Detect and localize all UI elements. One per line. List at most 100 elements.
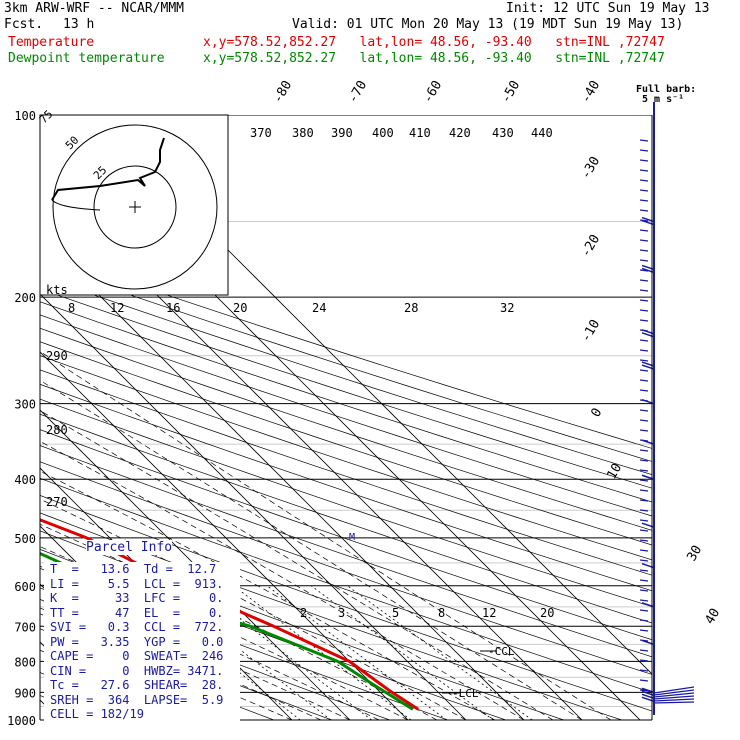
wind-barb-tick: [639, 359, 649, 362]
isotherm-label: -60: [420, 78, 445, 106]
legend-dewpoint: Dewpoint temperature: [8, 51, 165, 66]
isotherm-label: -20: [578, 232, 603, 260]
wind-barb-tick: [639, 219, 649, 222]
pressure-tick-label: 300: [14, 398, 36, 412]
wind-barb-tick: [639, 579, 649, 582]
hodograph-storm-motion: [51, 199, 101, 211]
dry-adiabat-line: [40, 327, 652, 531]
wind-barb-tick: [639, 189, 649, 192]
temperature-location: x,y=578.52,852.27 lat,lon= 48.56, -93.40…: [203, 35, 665, 50]
wind-barb-tick: [639, 339, 649, 342]
isotherm-line: [40, 409, 351, 720]
wind-barb-tick: [639, 459, 649, 462]
dry-adiabat-line: [40, 341, 652, 546]
legend-temperature: Temperature: [8, 35, 95, 50]
wind-barb-tick: [639, 379, 649, 382]
moist-adiabat-line: [40, 379, 583, 720]
parcel-info-line: PW = 3.35 YGP = 0.0: [50, 634, 224, 649]
isotherm-label: -50: [498, 78, 523, 106]
theta-e-label: 410: [409, 126, 431, 140]
theta-e-label: 430: [492, 126, 514, 140]
surface-wind-barb: [653, 698, 695, 702]
parcel-info-line: CIN = 0 HWBZ= 3471.: [50, 663, 224, 678]
dry-adiabat-line: [40, 477, 652, 693]
wind-barb-tick: [639, 269, 649, 272]
dry-adiabat-line: [40, 587, 390, 720]
pressure-tick-label: 600: [14, 580, 36, 594]
wind-barb-tick: [639, 149, 649, 152]
moist-adiabat-line: [40, 523, 438, 720]
forecast-label: Fcst.: [4, 17, 44, 32]
wind-barb-tick: [639, 329, 649, 332]
wind-barb-tick: [639, 229, 649, 232]
pressure-tick-label: 100: [14, 109, 36, 123]
dry-adiabat-label: 290: [46, 349, 68, 363]
parcel-info-line: CELL = 182/19: [50, 707, 144, 721]
wind-barb-tick: [639, 319, 649, 322]
isotherm-label: -70: [345, 78, 370, 106]
temperature-scale-label: 20: [233, 301, 247, 315]
wind-barb-tick: [639, 439, 649, 442]
temperature-scale-label: 28: [404, 301, 418, 315]
temperature-scale-label: 24: [312, 301, 326, 315]
wind-barb-tick: [639, 569, 649, 572]
wind-barb-tick: [639, 449, 649, 452]
moist-adiabat-line: [40, 350, 612, 720]
mixing-ratio-line: [266, 585, 447, 720]
isotherm-label: 10: [604, 461, 625, 482]
dry-adiabat-line: [40, 445, 652, 658]
wind-barb-tick: [639, 169, 649, 172]
wind-barb-tick: [639, 309, 649, 312]
dry-adiabat-line: [40, 275, 652, 476]
isotherm-label: -30: [578, 154, 603, 182]
wind-barb-tick: [639, 349, 649, 352]
parcel-info-line: SREH = 364 LAPSE= 5.9: [50, 692, 224, 707]
wind-barb-tick: [639, 509, 649, 512]
dry-adiabat-line: [40, 383, 652, 592]
dry-adiabat-line: [40, 251, 652, 449]
mixing-ratio-label: 8: [438, 606, 445, 620]
wind-barb-tick: [639, 519, 649, 522]
wind-barb-tick: [639, 389, 649, 392]
pressure-tick-label: 500: [14, 532, 36, 546]
isotherm-label: -40: [578, 78, 603, 106]
isotherm-label: 40: [702, 606, 723, 627]
ccl-marker-label: -CCL: [488, 645, 515, 658]
barb-title: Full barb:: [636, 84, 697, 95]
surface-wind-barb: [653, 689, 695, 696]
wind-barb-tick: [639, 619, 649, 622]
theta-e-label: 380: [292, 126, 314, 140]
surface-wind-barb: [653, 692, 695, 698]
theta-e-label: 420: [449, 126, 471, 140]
wind-barb-tick: [639, 629, 649, 632]
wind-barb-tick: [639, 259, 649, 262]
wind-barb-tick: [639, 279, 649, 282]
wind-barb-tick: [639, 659, 649, 662]
mixed-layer-marker: M: [349, 532, 355, 543]
wind-barb-tick: [639, 609, 649, 612]
dry-adiabat-line: [40, 413, 652, 624]
wind-barb-tick: [639, 469, 649, 472]
temperature-scale-label: 32: [500, 301, 514, 315]
mixing-ratio-label: 2: [300, 606, 307, 620]
moist-adiabat-line: [40, 410, 554, 720]
forecast-hour: 13 h: [63, 17, 95, 32]
wind-barb-tick: [639, 679, 649, 682]
wind-barb-tick: [639, 639, 649, 642]
dry-adiabat-label: 270: [46, 495, 68, 509]
mixing-ratio-line: [157, 585, 332, 720]
wind-barb-tick: [639, 599, 649, 602]
wind-barb-tick: [639, 209, 649, 212]
parcel-info-line: Tc = 27.6 SHEAR= 28.: [50, 678, 224, 692]
isotherm-label: -80: [270, 78, 295, 106]
mixing-ratio-line: [347, 585, 533, 720]
temperature-scale-label: 12: [110, 301, 124, 315]
parcel-info-box: T = 13.6 Td = 12.7 LI = 5.5 LCL = 913. K =…: [44, 562, 240, 726]
pressure-tick-label: 400: [14, 473, 36, 487]
wind-barb-tick: [639, 499, 649, 502]
isotherm-line: [40, 293, 467, 720]
wind-barb-tick: [639, 299, 649, 302]
dry-adiabat-line: [40, 398, 652, 608]
temperature-scale-label: 8: [68, 301, 75, 315]
dry-adiabat-line: [40, 567, 448, 720]
